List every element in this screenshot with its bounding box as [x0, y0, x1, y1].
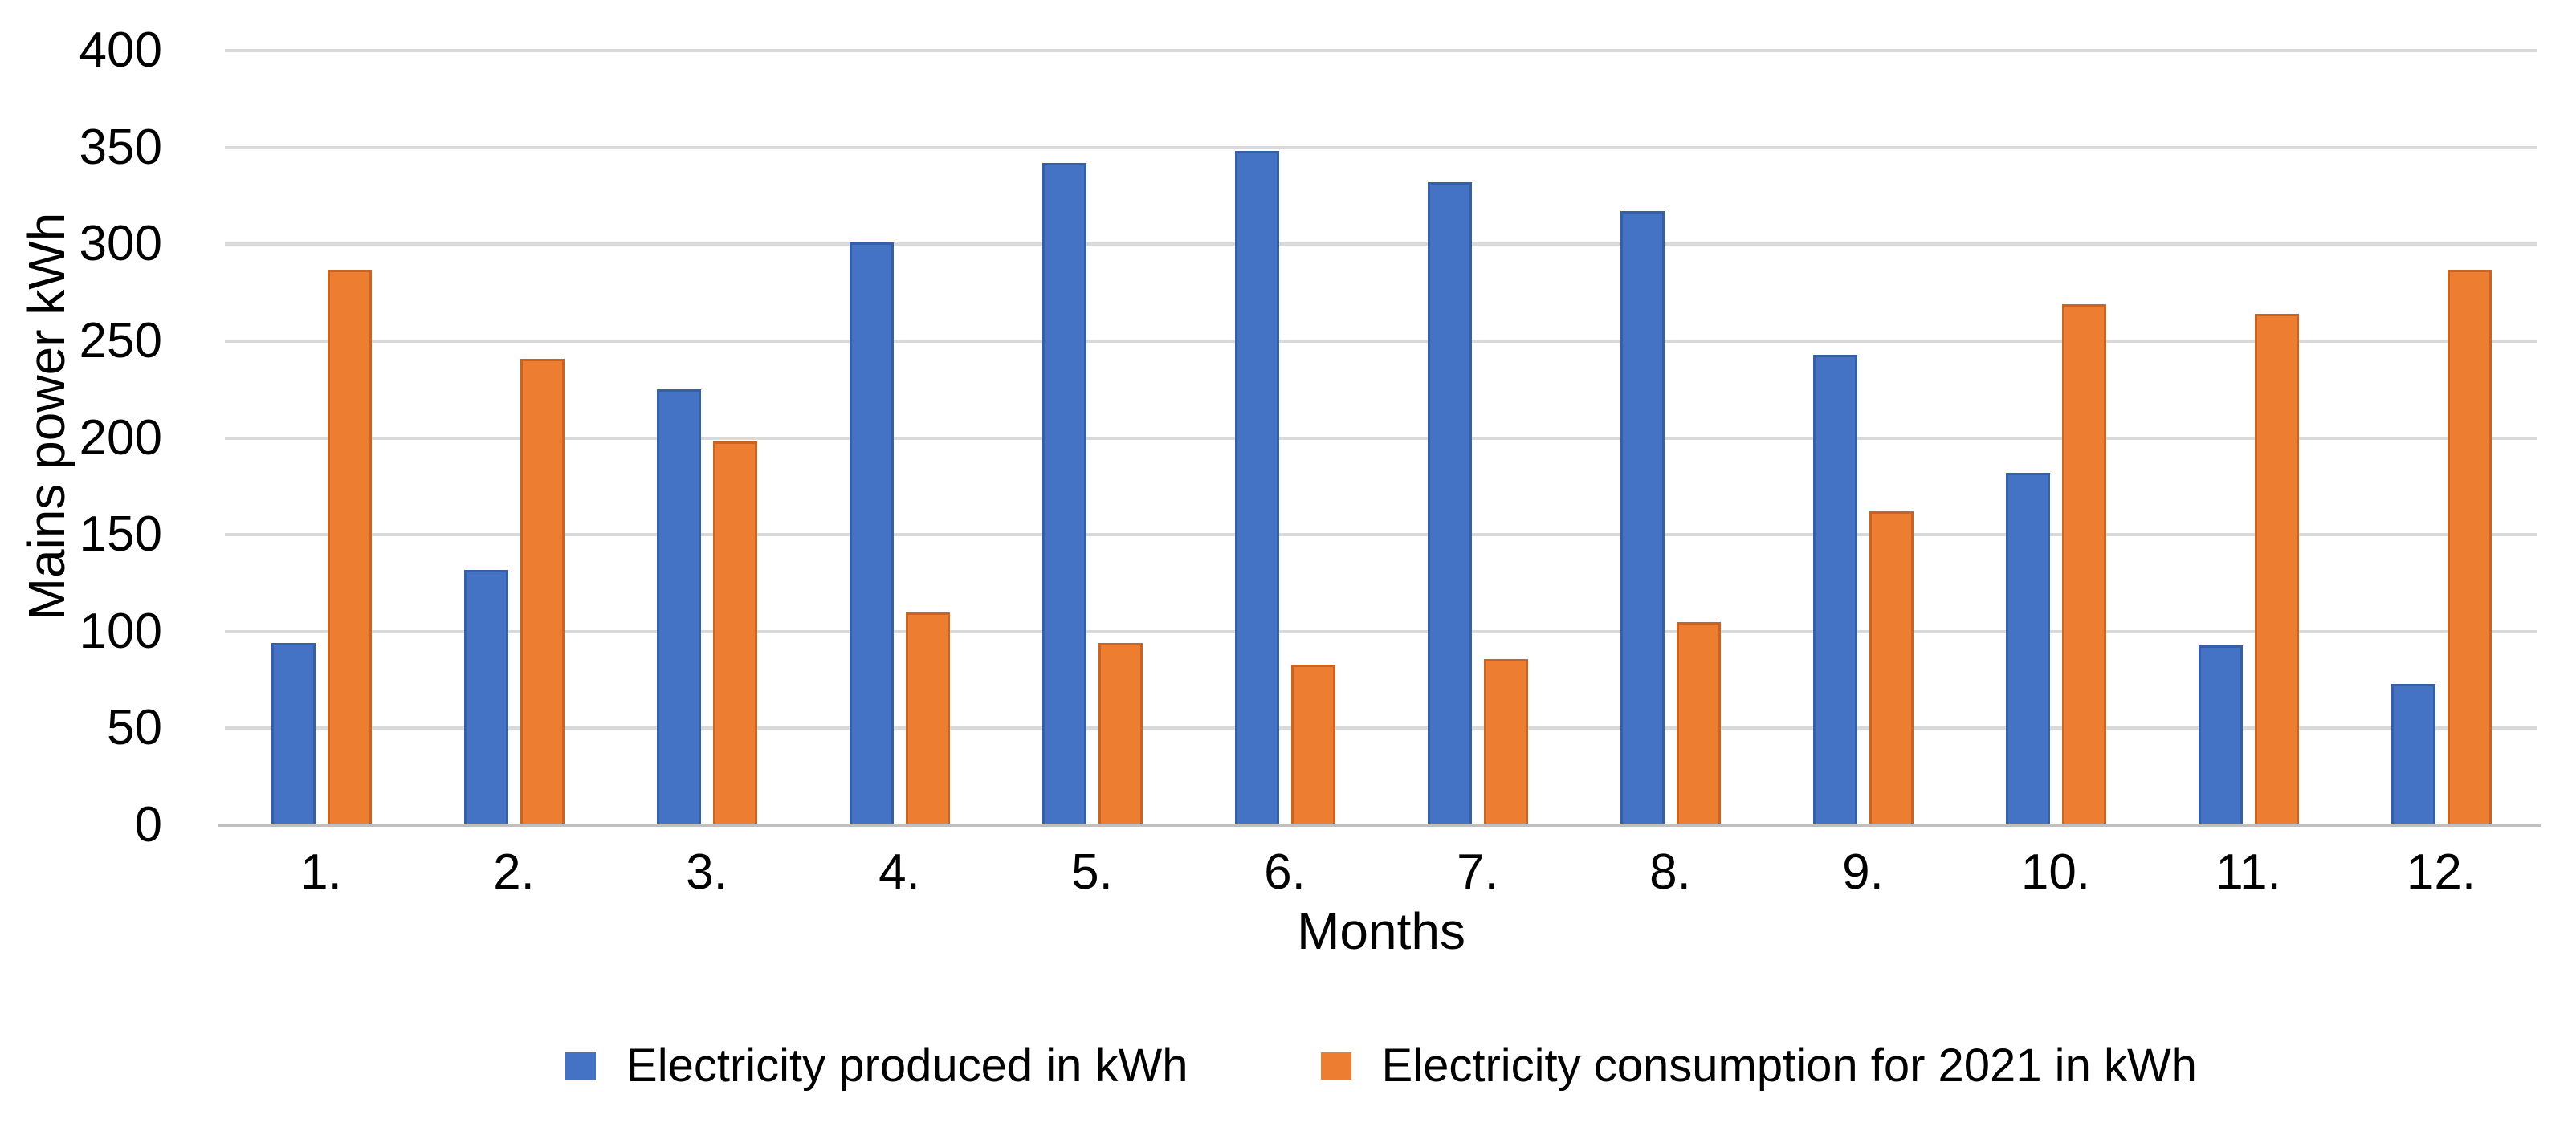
bar-consumption-month-11	[2254, 314, 2299, 825]
bar-group-12	[2345, 51, 2537, 825]
x-axis-title: Months	[1297, 902, 1465, 960]
y-tick-label-200: 200	[79, 409, 162, 466]
bar-produced-month-5	[1041, 163, 1086, 825]
x-axis-tick-labels: 1. 2. 3. 4. 5. 6. 7. 8. 9. 10. 11. 12.	[225, 848, 2537, 897]
y-tick-label-100: 100	[79, 603, 162, 659]
bar-group-9	[1767, 51, 1959, 825]
x-tick-label-8: 8.	[1649, 844, 1691, 900]
x-tick-label-4: 4.	[878, 844, 920, 900]
x-tick-label-7: 7.	[1457, 844, 1498, 900]
x-tick-label-10: 10.	[2020, 844, 2091, 900]
legend-label: Electricity produced in kWh	[626, 1040, 1188, 1092]
bar-produced-month-10	[2005, 473, 2050, 825]
y-tick-label-0: 0	[134, 797, 162, 852]
y-tick-label-300: 300	[79, 216, 162, 272]
gridline-200	[225, 436, 2537, 440]
bar-consumption-month-4	[905, 612, 950, 825]
legend: Electricity produced in kWh Electricity c…	[225, 1040, 2537, 1092]
bar-group-10	[1959, 51, 2152, 825]
x-tick-label-2: 2.	[493, 844, 535, 900]
bar-consumption-month-7	[1483, 659, 1528, 825]
bar-consumption-month-5	[1098, 643, 1143, 825]
x-tick-label-6: 6.	[1264, 844, 1306, 900]
bar-produced-month-2	[463, 570, 508, 825]
bar-group-8	[1574, 51, 1767, 825]
bar-groups	[225, 51, 2537, 825]
y-tick-label-400: 400	[79, 22, 162, 78]
x-tick-label-11: 11.	[2215, 844, 2281, 900]
y-tick-label-350: 350	[79, 119, 162, 175]
gridline-250	[225, 339, 2537, 343]
bar-produced-month-3	[656, 389, 701, 825]
bar-group-11	[2152, 51, 2345, 825]
legend-marker-icon	[1320, 1052, 1351, 1080]
gridline-150	[225, 533, 2537, 537]
bar-consumption-month-1	[327, 270, 372, 825]
gridline-100	[225, 629, 2537, 633]
x-tick-label-3: 3.	[686, 844, 728, 900]
bar-produced-month-8	[1620, 211, 1665, 825]
x-tick-label-5: 5.	[1071, 844, 1113, 900]
plot-area: 0 50 100 150 200 250 300 350 400	[79, 26, 2537, 850]
x-tick-label-1: 1.	[300, 844, 342, 900]
gridline-350	[225, 145, 2537, 149]
bar-consumption-month-10	[2061, 304, 2106, 825]
bar-group-3	[610, 51, 803, 825]
legend-label: Electricity consumption for 2021 in kWh	[1381, 1040, 2197, 1092]
bar-consumption-month-3	[712, 441, 757, 825]
bar-group-2	[418, 51, 610, 825]
bar-consumption-month-9	[1869, 511, 1914, 825]
bar-produced-month-9	[1812, 355, 1857, 825]
gridline-50	[225, 726, 2537, 730]
y-tick-label-50: 50	[107, 700, 162, 756]
bar-produced-month-6	[1234, 151, 1279, 825]
y-tick-label-150: 150	[79, 507, 162, 563]
bar-group-4	[803, 51, 996, 825]
bar-consumption-month-2	[520, 359, 565, 825]
bar-produced-month-1	[271, 643, 316, 825]
legend-entry-produced: Electricity produced in kWh	[565, 1040, 1188, 1092]
legend-marker-icon	[565, 1052, 597, 1080]
x-tick-label-12: 12.	[2406, 844, 2476, 900]
bar-produced-month-12	[2391, 684, 2435, 825]
x-tick-label-9: 9.	[1842, 844, 1884, 900]
y-tick-label-250: 250	[79, 312, 162, 368]
bar-group-1	[225, 51, 418, 825]
bar-group-6	[1188, 51, 1381, 825]
bar-group-5	[996, 51, 1188, 825]
x-axis-line	[218, 824, 2541, 827]
gridline-300	[225, 242, 2537, 246]
bar-consumption-month-6	[1290, 665, 1335, 825]
bar-consumption-month-12	[2447, 270, 2492, 825]
bar-group-7	[1381, 51, 1574, 825]
bar-produced-month-11	[2198, 645, 2243, 825]
bar-produced-month-7	[1427, 182, 1472, 825]
bar-produced-month-4	[849, 242, 894, 825]
bar-consumption-month-8	[1676, 622, 1721, 825]
gridline-400	[225, 49, 2537, 52]
legend-entry-consumption: Electricity consumption for 2021 in kWh	[1320, 1040, 2197, 1092]
